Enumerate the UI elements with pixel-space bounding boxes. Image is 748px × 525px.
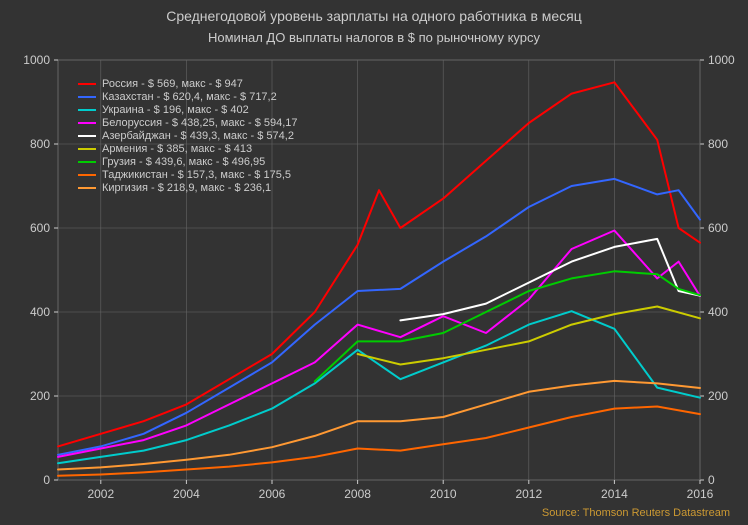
svg-text:2010: 2010	[430, 487, 457, 501]
svg-text:1000: 1000	[23, 53, 50, 67]
legend-label: Таджикистан - $ 157,3, макс - $ 175,5	[102, 169, 291, 181]
svg-text:2006: 2006	[259, 487, 286, 501]
legend-swatch	[78, 96, 96, 98]
svg-text:400: 400	[30, 305, 50, 319]
svg-text:2004: 2004	[173, 487, 200, 501]
legend-label: Белоруссия - $ 438,25, макс - $ 594,17	[102, 117, 298, 129]
legend-item: Грузия - $ 439,6, макс - $ 496,95	[78, 156, 298, 168]
svg-text:2014: 2014	[601, 487, 628, 501]
legend-swatch	[78, 187, 96, 189]
legend-label: Киргизия - $ 218,9, макс - $ 236,1	[102, 182, 271, 194]
svg-text:2008: 2008	[344, 487, 371, 501]
series-line	[58, 381, 700, 470]
legend-swatch	[78, 148, 96, 150]
legend-item: Киргизия - $ 218,9, макс - $ 236,1	[78, 182, 298, 194]
legend-swatch	[78, 122, 96, 124]
svg-text:2002: 2002	[87, 487, 114, 501]
legend-item: Белоруссия - $ 438,25, макс - $ 594,17	[78, 117, 298, 129]
svg-text:200: 200	[708, 389, 728, 403]
legend-swatch	[78, 83, 96, 85]
salary-chart: Среднегодовой уровень зарплаты на одного…	[0, 0, 748, 525]
legend-item: Казахстан - $ 620,4, макс - $ 717,2	[78, 91, 298, 103]
source-label: Source: Thomson Reuters Datastream	[542, 507, 730, 519]
legend-item: Армения - $ 385, макс - $ 413	[78, 143, 298, 155]
legend-item: Таджикистан - $ 157,3, макс - $ 175,5	[78, 169, 298, 181]
legend-swatch	[78, 174, 96, 176]
legend-swatch	[78, 135, 96, 137]
svg-text:200: 200	[30, 389, 50, 403]
legend-label: Казахстан - $ 620,4, макс - $ 717,2	[102, 91, 277, 103]
svg-text:2012: 2012	[515, 487, 542, 501]
legend-item: Азербайджан - $ 439,3, макс - $ 574,2	[78, 130, 298, 142]
series-line	[315, 271, 700, 381]
svg-text:800: 800	[30, 137, 50, 151]
svg-text:1000: 1000	[708, 53, 735, 67]
series-line	[58, 231, 700, 457]
svg-text:0: 0	[43, 473, 50, 487]
legend-item: Россия - $ 569, макс - $ 947	[78, 78, 298, 90]
legend: Россия - $ 569, макс - $ 947Казахстан - …	[70, 72, 306, 201]
legend-label: Украина - $ 196, макс - $ 402	[102, 104, 249, 116]
legend-swatch	[78, 161, 96, 163]
svg-text:600: 600	[30, 221, 50, 235]
svg-text:2016: 2016	[687, 487, 714, 501]
legend-item: Украина - $ 196, макс - $ 402	[78, 104, 298, 116]
svg-text:800: 800	[708, 137, 728, 151]
legend-label: Армения - $ 385, макс - $ 413	[102, 143, 252, 155]
legend-label: Россия - $ 569, макс - $ 947	[102, 78, 243, 90]
legend-label: Грузия - $ 439,6, макс - $ 496,95	[102, 156, 265, 168]
svg-text:600: 600	[708, 221, 728, 235]
svg-text:400: 400	[708, 305, 728, 319]
series-line	[58, 311, 700, 463]
legend-swatch	[78, 109, 96, 111]
legend-label: Азербайджан - $ 439,3, макс - $ 574,2	[102, 130, 294, 142]
svg-text:0: 0	[708, 473, 715, 487]
series-line	[400, 239, 700, 321]
